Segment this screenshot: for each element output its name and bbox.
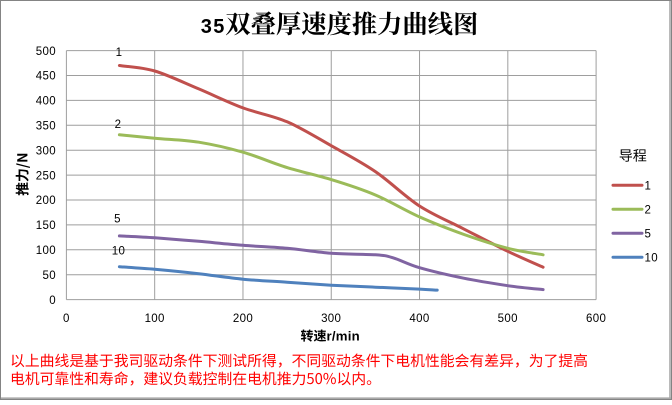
svg-text:400: 400 bbox=[409, 313, 429, 325]
svg-text:600: 600 bbox=[586, 313, 606, 325]
svg-text:1: 1 bbox=[645, 181, 652, 193]
svg-text:300: 300 bbox=[321, 313, 341, 325]
svg-text:100: 100 bbox=[36, 245, 56, 257]
svg-text:450: 450 bbox=[36, 71, 56, 83]
svg-text:500: 500 bbox=[36, 46, 56, 58]
svg-text:200: 200 bbox=[233, 313, 253, 325]
svg-text:5: 5 bbox=[645, 229, 652, 241]
svg-text:500: 500 bbox=[498, 313, 518, 325]
svg-text:2: 2 bbox=[115, 119, 122, 131]
svg-text:200: 200 bbox=[36, 195, 56, 207]
svg-text:300: 300 bbox=[36, 145, 56, 157]
svg-text:350: 350 bbox=[36, 121, 56, 133]
svg-text:1: 1 bbox=[116, 47, 123, 59]
svg-text:r/min: r/min bbox=[327, 328, 361, 343]
svg-text:150: 150 bbox=[36, 220, 56, 232]
svg-text:50: 50 bbox=[43, 270, 57, 282]
svg-text:5: 5 bbox=[114, 214, 121, 226]
svg-text:100: 100 bbox=[145, 313, 165, 325]
svg-text:0: 0 bbox=[63, 313, 70, 325]
svg-text:250: 250 bbox=[36, 170, 56, 182]
svg-text:0: 0 bbox=[49, 295, 56, 307]
svg-text:35: 35 bbox=[201, 16, 226, 38]
svg-text:2: 2 bbox=[645, 205, 652, 217]
svg-text:400: 400 bbox=[36, 96, 56, 108]
svg-text:10: 10 bbox=[645, 253, 659, 265]
svg-text:10: 10 bbox=[112, 246, 126, 258]
